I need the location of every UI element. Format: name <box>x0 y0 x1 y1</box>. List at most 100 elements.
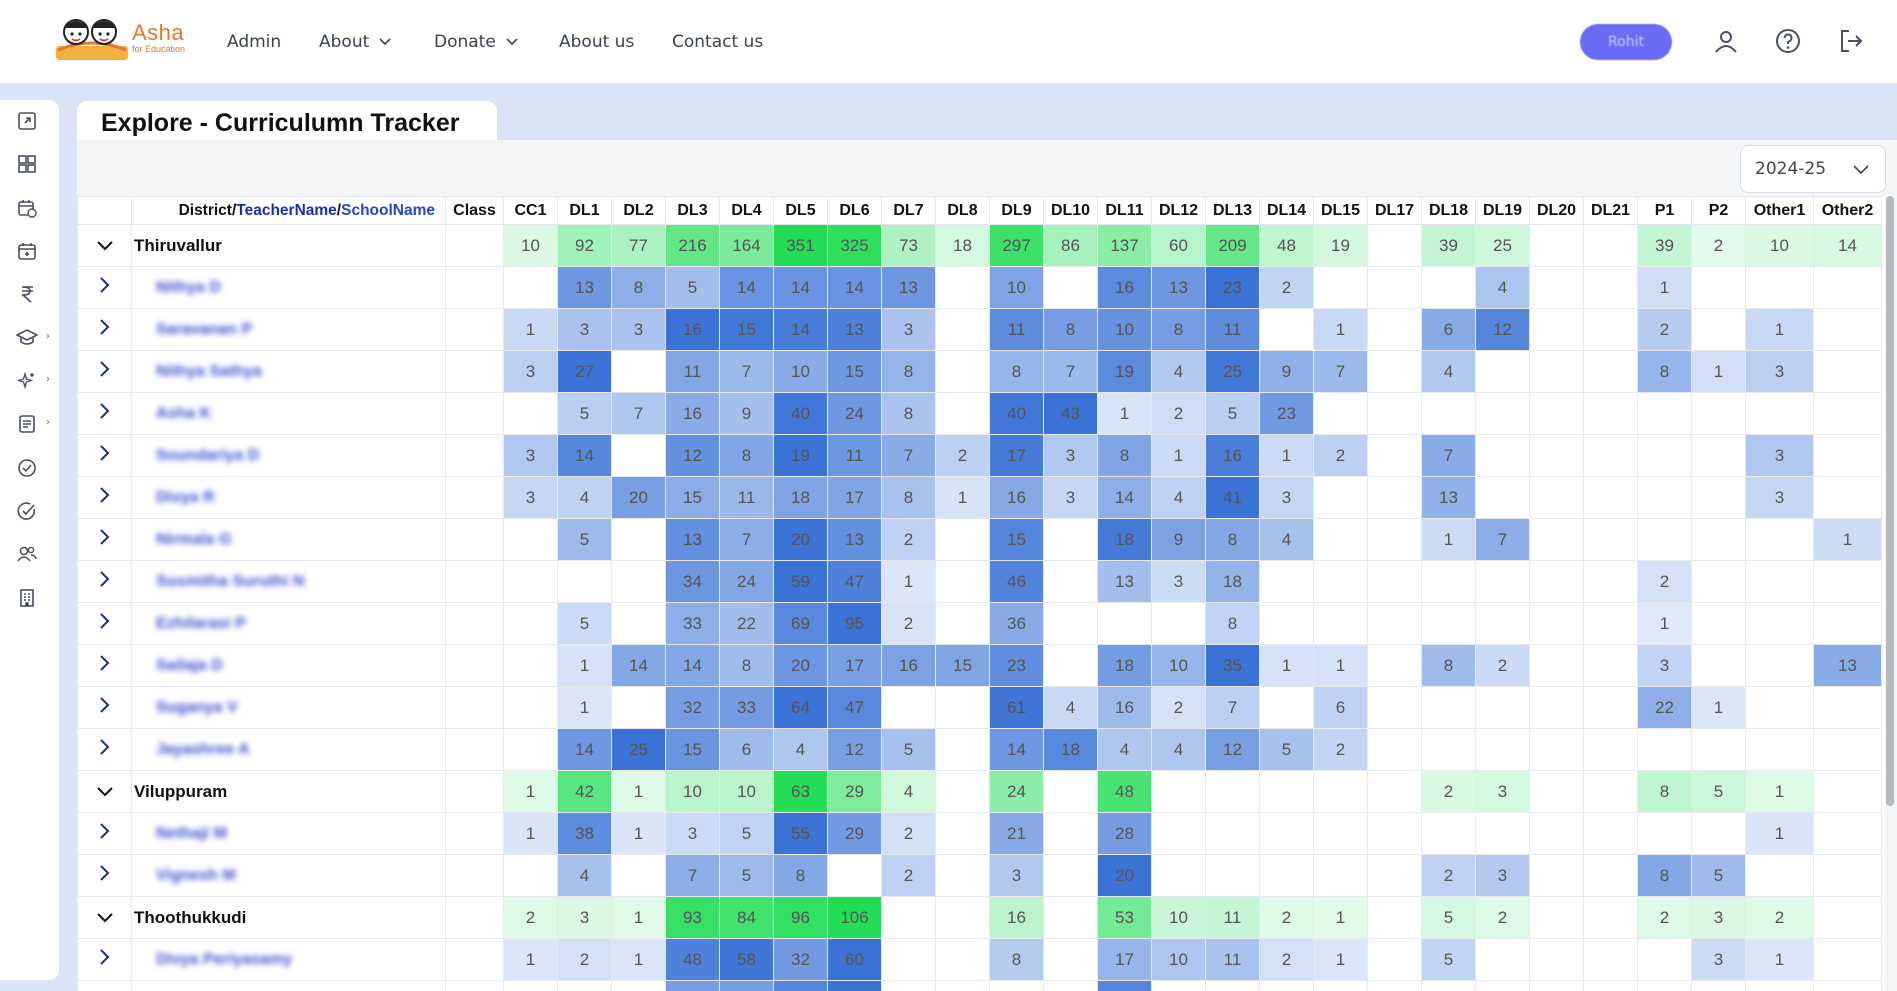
column-header-dl6[interactable]: DL6 <box>827 196 882 225</box>
teacher-row[interactable]: Saravanan P 1 3 3 16 15 14 13 3 11 8 10 8 11 1 6 12 2 1 <box>77 308 1882 351</box>
column-header-dl10[interactable]: DL10 <box>1043 196 1098 225</box>
column-header-dl18[interactable]: DL18 <box>1421 196 1476 225</box>
teacher-name[interactable]: Divya Periyasamy <box>131 938 446 981</box>
teacher-name[interactable]: Divya R <box>131 476 446 519</box>
logout-icon[interactable] <box>1836 26 1866 56</box>
building-icon[interactable] <box>14 585 40 611</box>
expand-chevron-icon[interactable] <box>77 686 132 729</box>
district-row[interactable]: Thiruvallur 10 92 77 216 164 351 325 73 18 297 86 13… <box>77 224 1882 267</box>
teacher-name[interactable]: Soundariya D <box>131 434 446 477</box>
year-select[interactable]: 2024-25 <box>1740 145 1886 193</box>
column-header-dl1[interactable]: DL1 <box>557 196 612 225</box>
teacher-name[interactable]: Nithya Sathya <box>131 350 446 393</box>
teacher-name[interactable]: Nithya D <box>131 266 446 309</box>
teacher-row[interactable]: Divya Periyasamy 1 2 1 48 58 32 60 8 17 10 11 2 1 5 3 1 <box>77 938 1882 981</box>
teacher-row[interactable]: Nethaji M 1 38 1 3 5 55 29 2 21 28 1 <box>77 812 1882 855</box>
teacher-row[interactable]: Soundariya D 3 14 12 8 19 11 7 2 17 3 8 1 16 1 2 7 3 <box>77 434 1882 477</box>
column-header-dl8[interactable]: DL8 <box>935 196 990 225</box>
teacher-row[interactable]: Asha K 5 7 16 9 40 24 8 40 43 1 2 5 23 <box>77 392 1882 435</box>
column-header-dl15[interactable]: DL15 <box>1313 196 1368 225</box>
expand-chevron-icon[interactable] <box>77 854 132 897</box>
column-header-dl17[interactable]: DL17 <box>1367 196 1422 225</box>
teacher-name[interactable] <box>131 980 446 991</box>
nav-about-label[interactable]: About <box>319 32 370 52</box>
teacher-row[interactable]: 2020304030 <box>77 980 1882 991</box>
nav-about-us-label[interactable]: About us <box>559 32 635 52</box>
expand-chevron-icon[interactable] <box>77 728 132 771</box>
teacher-name[interactable]: Saravanan P <box>131 308 446 351</box>
teacher-row[interactable]: Vignesh M 4 7 5 8 2 3 20 2 3 8 5 <box>77 854 1882 897</box>
users-icon[interactable] <box>14 541 40 567</box>
teacher-name[interactable]: Jayashree A <box>131 728 446 771</box>
nav-contact-us-label[interactable]: Contact us <box>672 32 764 52</box>
column-header-p1[interactable]: P1 <box>1637 196 1692 225</box>
expand-icon[interactable] <box>14 108 40 134</box>
expand-chevron-icon[interactable] <box>77 938 132 981</box>
expand-chevron-icon[interactable] <box>77 518 132 561</box>
teacher-name[interactable]: Susmitha Suruthi N <box>131 560 446 603</box>
teacher-name[interactable]: Suganya V <box>131 686 446 729</box>
name-column-header[interactable]: District/TeacherName/SchoolName <box>131 196 446 225</box>
collapse-chevron-icon[interactable] <box>77 896 132 939</box>
help-icon[interactable] <box>1773 26 1803 56</box>
teacher-row[interactable]: Divya R 3 4 20 15 11 18 17 8 1 16 3 14 4 41 3 13 3 <box>77 476 1882 519</box>
expand-chevron-icon[interactable] <box>77 644 132 687</box>
column-header-other1[interactable]: Other1 <box>1745 196 1814 225</box>
expand-chevron-icon[interactable] <box>77 812 132 855</box>
teacher-row[interactable]: Sailaja D 1 14 14 8 20 17 16 15 23 18 10 35 1 1 8 2 3 13 <box>77 644 1882 687</box>
expand-chevron-icon[interactable] <box>77 602 132 645</box>
teacher-row[interactable]: Nirmala G 5 13 7 20 13 2 15 18 9 8 4 1 7 1 <box>77 518 1882 561</box>
check-circle-icon[interactable] <box>14 455 40 481</box>
nav-item-about-us[interactable]: About us <box>559 0 634 84</box>
column-header-p2[interactable]: P2 <box>1691 196 1746 225</box>
rupee-icon[interactable] <box>14 281 40 307</box>
expand-chevron-icon[interactable] <box>77 308 132 351</box>
expand-chevron-icon[interactable] <box>77 476 132 519</box>
vertical-scrollbar[interactable] <box>1886 196 1894 806</box>
dashboard-icon[interactable] <box>14 151 40 177</box>
nav-item-admin[interactable]: Admin <box>227 0 281 84</box>
column-header-dl3[interactable]: DL3 <box>665 196 720 225</box>
class-column-header[interactable]: Class <box>445 196 504 225</box>
expand-chevron-icon[interactable] <box>77 266 132 309</box>
teacher-name[interactable]: Asha K <box>131 392 446 435</box>
teacher-row[interactable]: Jayashree A 14 25 15 6 4 12 5 14 18 4 4 12 5 2 <box>77 728 1882 771</box>
collapse-chevron-icon[interactable] <box>77 224 132 267</box>
column-header-cc1[interactable]: CC1 <box>503 196 558 225</box>
user-button[interactable]: Rohit <box>1580 24 1672 60</box>
district-row[interactable]: Thoothukkudi 2 3 1 93 84 96 106 16 53 10 11 2 1 5 2 2 3 2 <box>77 896 1882 939</box>
collapse-chevron-icon[interactable] <box>77 770 132 813</box>
column-header-dl14[interactable]: DL14 <box>1259 196 1314 225</box>
calendar-clock-icon[interactable] <box>14 195 40 221</box>
column-header-dl7[interactable]: DL7 <box>881 196 936 225</box>
asha-logo[interactable]: Asha for Education <box>52 16 192 64</box>
district-row[interactable]: Viluppuram 1 42 1 10 10 63 29 4 24 48 2 3 8 5 1 <box>77 770 1882 813</box>
column-header-dl12[interactable]: DL12 <box>1151 196 1206 225</box>
teacher-row[interactable]: Nithya D 13 8 5 14 14 14 13 10 16 13 23 2 4 1 <box>77 266 1882 309</box>
column-header-dl4[interactable]: DL4 <box>719 196 774 225</box>
column-header-dl19[interactable]: DL19 <box>1475 196 1530 225</box>
check-circle-outline-icon[interactable] <box>14 498 40 524</box>
expand-chevron-icon[interactable] <box>77 560 132 603</box>
teacher-row[interactable]: Suganya V 1 32 33 64 47 61 4 16 2 7 6 22 1 <box>77 686 1882 729</box>
expand-chevron-icon[interactable] <box>77 980 132 991</box>
teacher-name[interactable]: Ezhilarasi P <box>131 602 446 645</box>
graduation-cap-icon[interactable] <box>14 325 40 351</box>
column-header-dl21[interactable]: DL21 <box>1583 196 1638 225</box>
column-header-dl13[interactable]: DL13 <box>1205 196 1260 225</box>
teacher-name[interactable]: Nirmala G <box>131 518 446 561</box>
expand-chevron-icon[interactable] <box>77 392 132 435</box>
column-header-dl11[interactable]: DL11 <box>1097 196 1152 225</box>
user-icon[interactable] <box>1711 26 1741 56</box>
column-header-other2[interactable]: Other2 <box>1813 196 1882 225</box>
teacher-row[interactable]: Ezhilarasi P 5 33 22 69 95 2 36 8 1 <box>77 602 1882 645</box>
nav-admin-label[interactable]: Admin <box>227 32 282 52</box>
nav-item-donate[interactable]: Donate <box>434 0 518 84</box>
nav-item-contact-us[interactable]: Contact us <box>672 0 763 84</box>
teacher-name[interactable]: Sailaja D <box>131 644 446 687</box>
sparkles-icon[interactable] <box>14 368 40 394</box>
column-header-dl20[interactable]: DL20 <box>1529 196 1584 225</box>
nav-donate-label[interactable]: Donate <box>434 32 496 52</box>
expand-chevron-icon[interactable] <box>77 350 132 393</box>
teacher-row[interactable]: Susmitha Suruthi N 34 24 59 47 1 46 13 3 18 2 <box>77 560 1882 603</box>
